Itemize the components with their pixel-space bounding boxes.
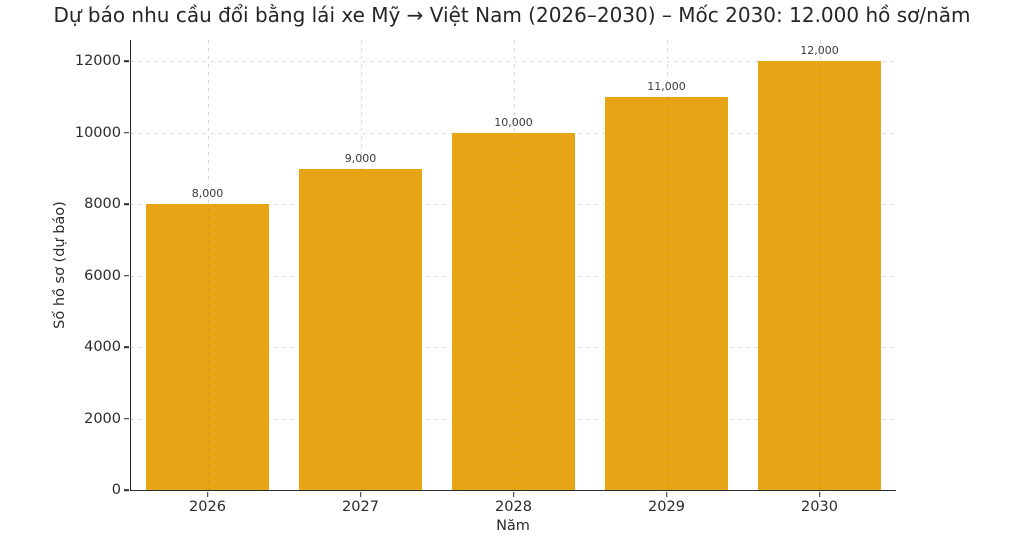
y-tick-label: 8000 bbox=[84, 196, 121, 213]
bar-value-label: 11,000 bbox=[647, 80, 686, 94]
bar-2029 bbox=[605, 97, 728, 490]
y-tick-mark bbox=[124, 203, 130, 206]
y-tick-mark bbox=[124, 489, 130, 491]
chart-title: Dự báo nhu cầu đổi bằng lái xe Mỹ → Việt… bbox=[53, 3, 971, 27]
x-tick-label: 2028 bbox=[495, 499, 532, 515]
bar-value-label: 8,000 bbox=[191, 187, 224, 201]
y-tick-label: 12000 bbox=[74, 53, 121, 70]
y-tick-label: 2000 bbox=[84, 410, 121, 427]
y-tick-label: 6000 bbox=[84, 267, 121, 284]
plot-area: 0 2000 4000 6000 8000 10000 12000 8,000 2026 9,00… bbox=[75, 40, 896, 515]
vertical-gridline bbox=[360, 40, 362, 490]
x-tick-mark bbox=[359, 491, 362, 497]
bar-value-label: 12,000 bbox=[800, 44, 839, 58]
y-tick-mark bbox=[124, 60, 130, 63]
y-tick-label: 10000 bbox=[74, 124, 121, 141]
y-tick-label: 4000 bbox=[84, 339, 121, 356]
x-tick-label: 2030 bbox=[801, 499, 838, 515]
y-tick-mark bbox=[124, 417, 130, 420]
bar-value-label: 10,000 bbox=[494, 115, 533, 129]
bar-2027 bbox=[299, 168, 422, 490]
x-axis-label: Năm bbox=[496, 518, 530, 534]
x-tick-mark bbox=[206, 491, 209, 497]
horizontal-gridline bbox=[131, 61, 896, 63]
y-tick-label: 0 bbox=[111, 482, 121, 498]
x-tick-label: 2029 bbox=[648, 499, 685, 515]
bar-2028 bbox=[452, 132, 575, 490]
x-tick-mark bbox=[512, 491, 515, 497]
vertical-gridline bbox=[207, 40, 209, 490]
y-tick-mark bbox=[124, 346, 130, 348]
vertical-gridline bbox=[819, 40, 821, 490]
bar-2026 bbox=[146, 204, 269, 490]
bar-2030 bbox=[758, 61, 881, 490]
bar-value-label: 9,000 bbox=[344, 151, 377, 165]
x-tick-label: 2026 bbox=[189, 499, 226, 515]
x-tick-label: 2027 bbox=[342, 499, 379, 515]
x-tick-mark bbox=[818, 491, 821, 497]
vertical-gridline bbox=[513, 40, 515, 490]
y-axis-label: Số hồ sơ (dự báo) bbox=[52, 201, 68, 329]
y-tick-mark bbox=[124, 274, 130, 277]
y-tick-mark bbox=[124, 132, 130, 134]
vertical-gridline bbox=[666, 40, 668, 490]
x-tick-mark bbox=[665, 491, 668, 497]
